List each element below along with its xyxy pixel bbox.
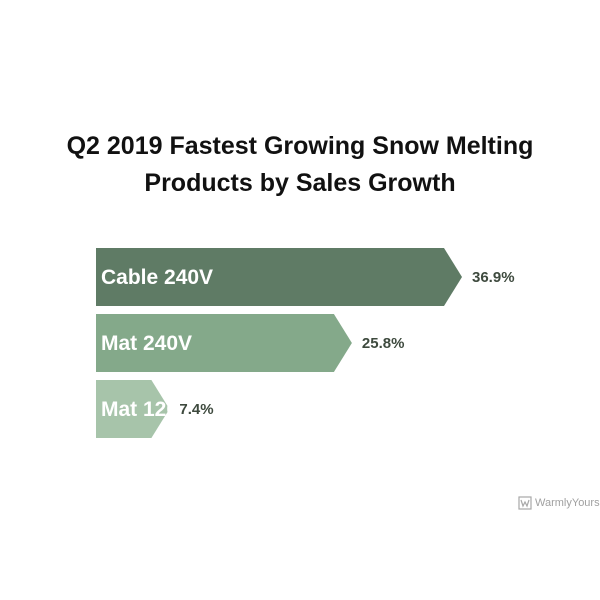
watermark-logo: WarmlyYours: [518, 496, 600, 510]
bar-category-label: Cable 240V: [101, 266, 213, 289]
bar-value-label: 36.9%: [472, 269, 515, 286]
bar-cable-240v: [96, 248, 462, 306]
bar-mat-240v: [96, 314, 352, 372]
chart-title-line-1: Q2 2019 Fastest Growing Snow Melting: [66, 132, 534, 160]
bar-value-label: 7.4%: [179, 401, 213, 418]
bar-mat-120-v: [96, 380, 170, 438]
bar-category-label: Mat 120 V: [101, 398, 198, 421]
warmlyyours-logo-icon: [518, 496, 532, 510]
bar-category-label: Mat 240V: [101, 332, 192, 355]
watermark-text: WarmlyYours: [535, 497, 600, 509]
chart-title-line-2: Products by Sales Growth: [144, 169, 456, 197]
bar-value-label: 25.8%: [362, 335, 405, 352]
chart-title: Q2 2019 Fastest Growing Snow Melting Pro…: [0, 128, 600, 202]
